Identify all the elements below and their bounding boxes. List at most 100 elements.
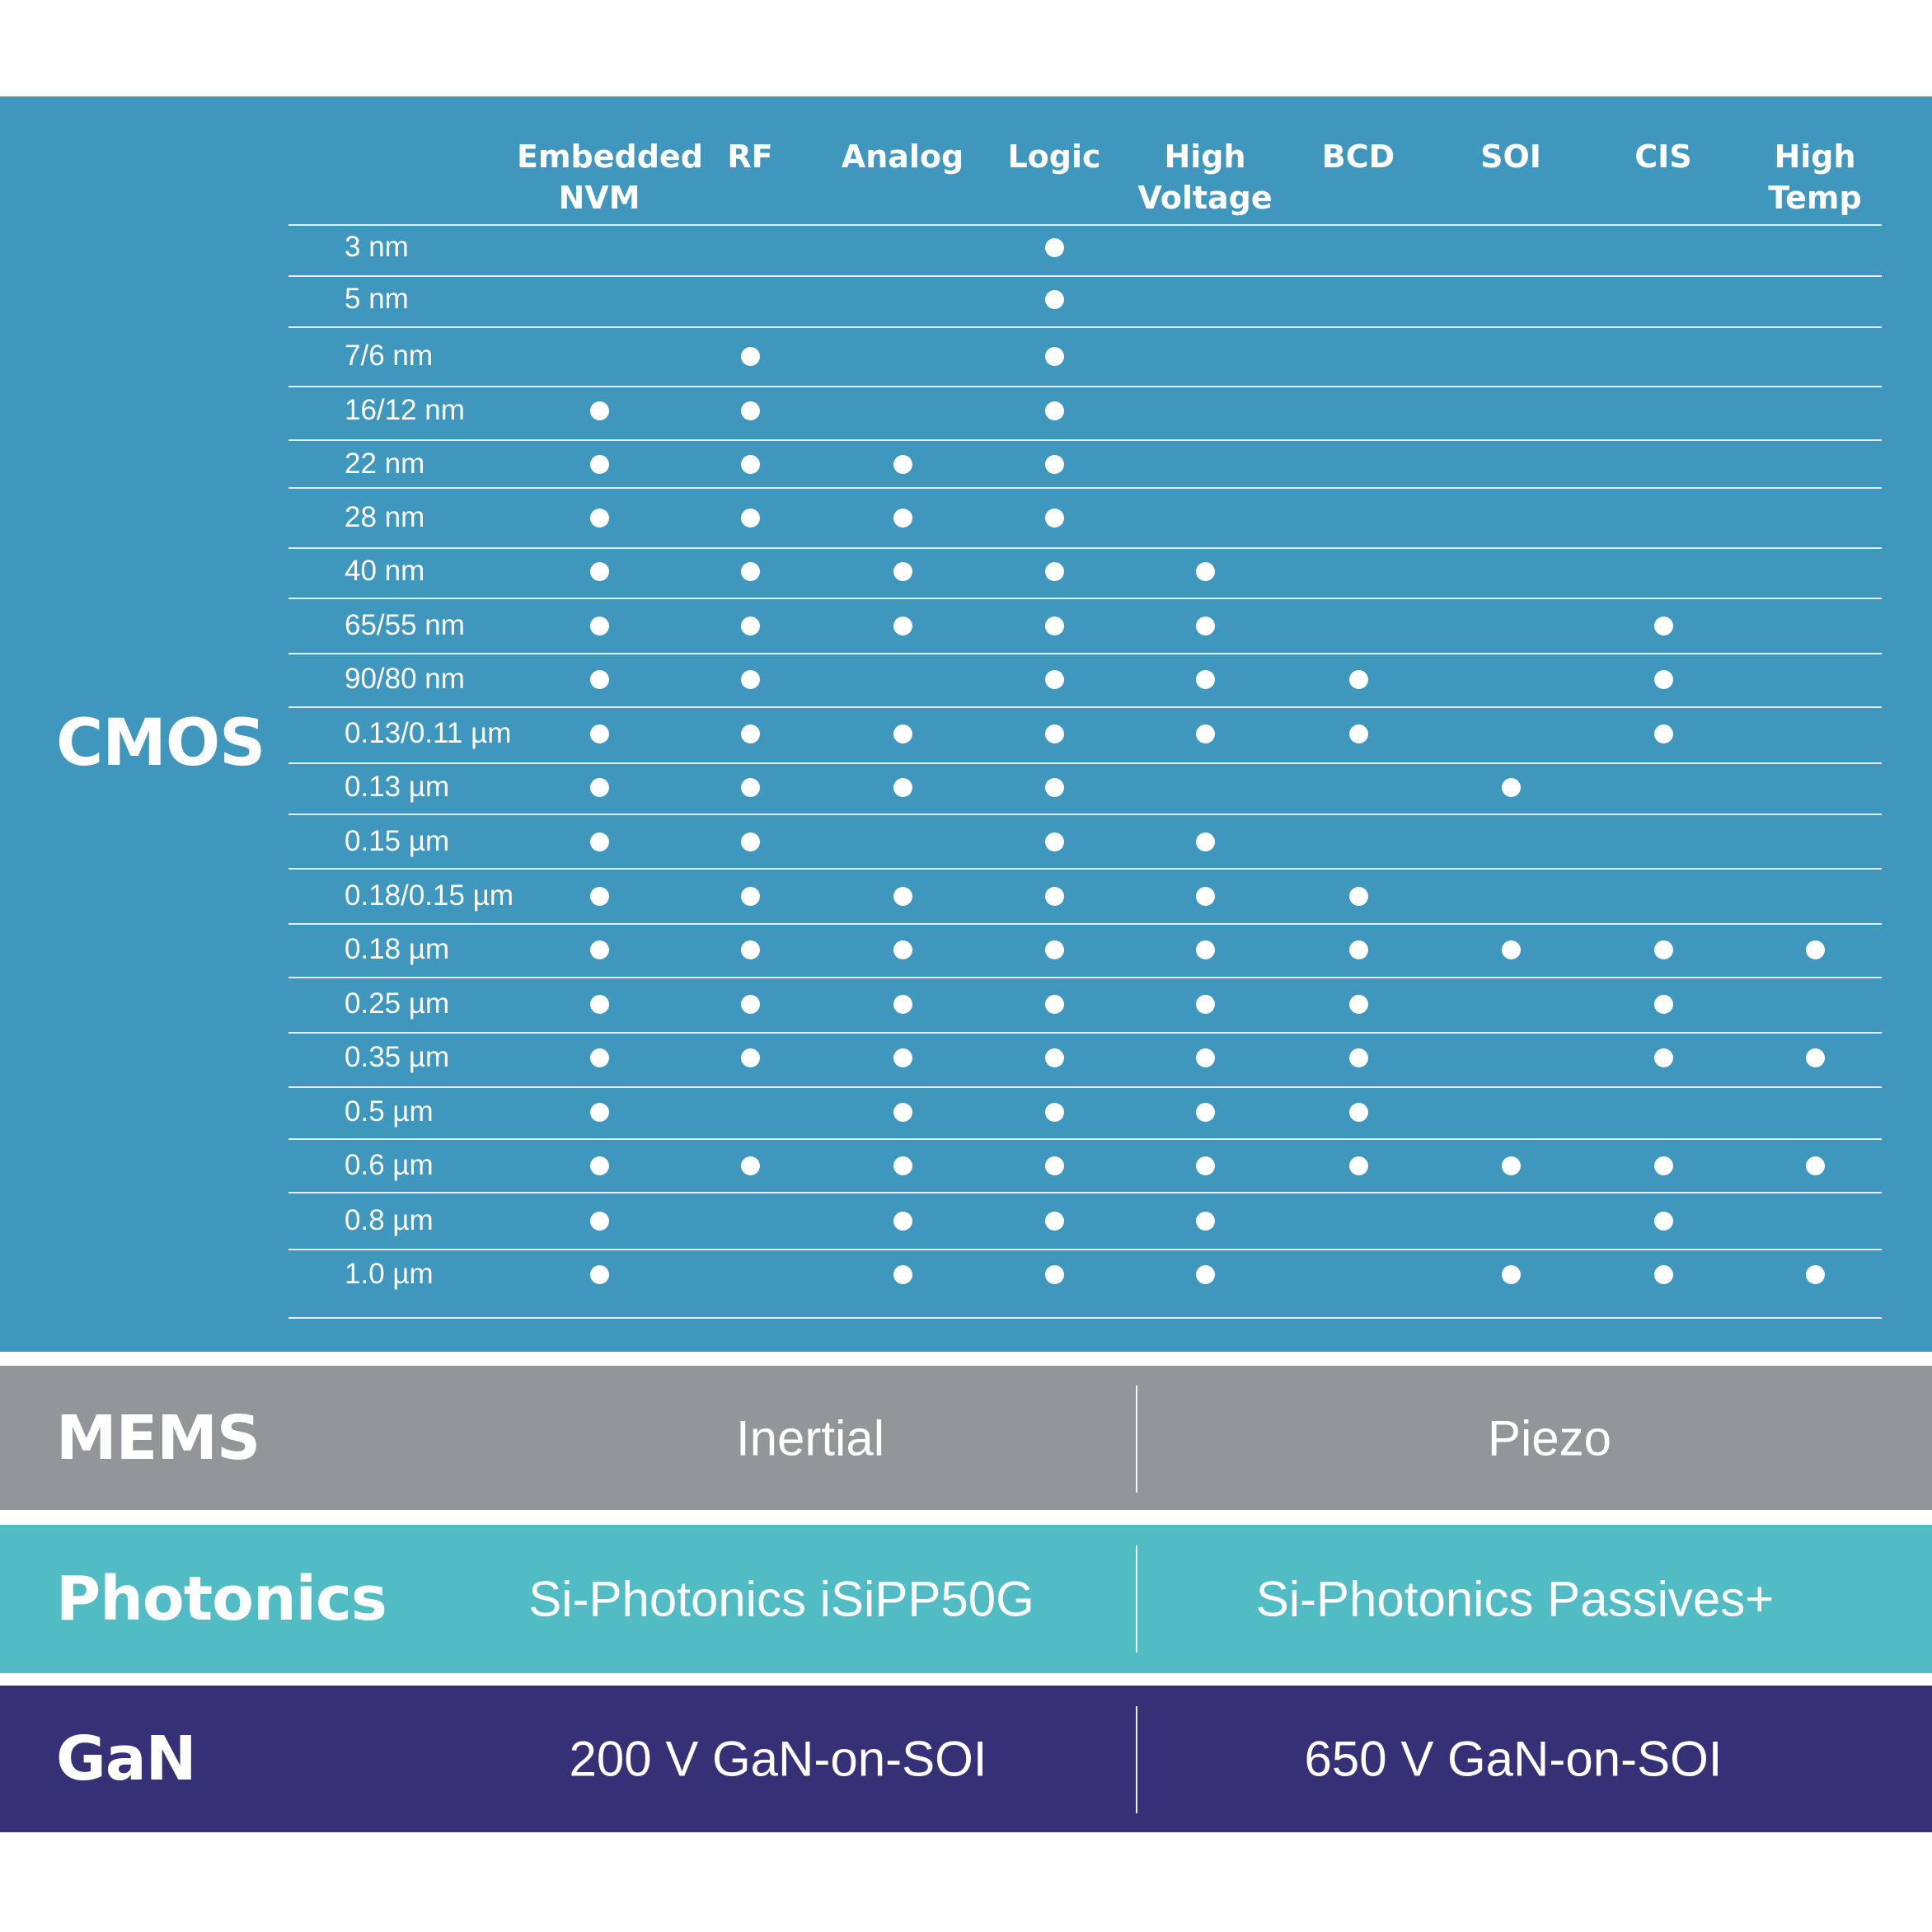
availability-dot <box>1044 1102 1064 1122</box>
node-label-0-8-um: 0.8 µm <box>345 1204 434 1236</box>
row-divider <box>288 598 1882 599</box>
row-divider <box>288 762 1882 764</box>
availability-dot <box>1653 1211 1673 1231</box>
availability-dot <box>589 994 609 1014</box>
availability-dot <box>589 401 609 420</box>
availability-dot <box>589 669 609 689</box>
availability-dot <box>1195 1211 1215 1231</box>
availability-dot <box>1044 561 1064 581</box>
row-divider <box>288 326 1882 328</box>
availability-dot <box>740 940 760 959</box>
availability-dot <box>589 1102 609 1122</box>
availability-dot <box>1044 886 1064 906</box>
node-label-0-6-um: 0.6 µm <box>345 1149 434 1181</box>
availability-dot <box>589 1156 609 1175</box>
node-label-5-nm: 5 nm <box>345 283 409 315</box>
photonics-item-passives: Si-Photonics Passives+ <box>1255 1571 1775 1627</box>
availability-dot <box>1195 1102 1215 1122</box>
availability-dot <box>589 940 609 959</box>
row-divider <box>288 1249 1882 1250</box>
cmos-section-label: CMOS <box>56 706 265 781</box>
row-divider <box>288 1032 1882 1034</box>
availability-dot <box>1653 994 1673 1014</box>
availability-dot <box>893 1264 912 1284</box>
row-divider <box>288 1138 1882 1140</box>
node-label-0-18-um: 0.18 µm <box>345 933 450 965</box>
availability-dot <box>740 1156 760 1175</box>
availability-dot <box>1195 616 1215 635</box>
row-divider <box>288 275 1882 277</box>
availability-dot <box>1195 886 1215 906</box>
availability-dot <box>1195 1048 1215 1067</box>
node-label-65-55-nm: 65/55 nm <box>345 609 465 641</box>
availability-dot <box>1044 1264 1064 1284</box>
node-label-0-13-um: 0.13 µm <box>345 771 450 803</box>
availability-dot <box>740 561 760 581</box>
availability-dot <box>893 508 912 528</box>
availability-dot <box>1195 669 1215 689</box>
availability-dot <box>1044 832 1064 851</box>
availability-dot <box>740 994 760 1014</box>
availability-dot <box>1653 1264 1673 1284</box>
availability-dot <box>1195 561 1215 581</box>
node-label-90-80-nm: 90/80 nm <box>345 663 465 695</box>
availability-dot <box>893 1156 912 1175</box>
availability-dot <box>1348 669 1368 689</box>
availability-dot <box>740 616 760 635</box>
availability-dot <box>1044 994 1064 1014</box>
gan-section: GaN 200 V GaN-on-SOI 650 V GaN-on-SOI <box>0 1686 1932 1832</box>
availability-dot <box>740 724 760 743</box>
availability-dot <box>589 508 609 528</box>
row-divider <box>288 386 1882 387</box>
column-header-bcd: BCD <box>1321 138 1395 175</box>
availability-dot <box>893 886 912 906</box>
node-label-0-18-0-15-um: 0.18/0.15 µm <box>345 879 514 912</box>
gan-divider <box>1136 1706 1137 1813</box>
availability-dot <box>589 832 609 851</box>
availability-dot <box>1044 777 1064 797</box>
availability-dot <box>893 616 912 635</box>
row-divider <box>288 1086 1882 1088</box>
availability-dot <box>1044 616 1064 635</box>
row-divider <box>288 977 1882 978</box>
availability-dot <box>589 616 609 635</box>
availability-dot <box>1501 940 1521 959</box>
column-header-soi: SOI <box>1480 138 1541 175</box>
availability-dot <box>893 1048 912 1067</box>
availability-dot <box>1805 1264 1825 1284</box>
availability-dot <box>1348 940 1368 959</box>
node-label-0-13-0-11-um: 0.13/0.11 µm <box>345 717 512 749</box>
availability-dot <box>1805 1156 1825 1175</box>
availability-dot <box>1195 724 1215 743</box>
node-label-0-5-um: 0.5 µm <box>345 1095 434 1128</box>
availability-dot <box>740 1048 760 1067</box>
availability-dot <box>1044 1048 1064 1067</box>
availability-dot <box>1348 1102 1368 1122</box>
photonics-section-label: Photonics <box>56 1564 387 1634</box>
row-divider <box>288 923 1882 925</box>
availability-dot <box>1044 508 1064 528</box>
availability-dot <box>1501 777 1521 797</box>
availability-dot <box>740 401 760 420</box>
availability-dot <box>1653 940 1673 959</box>
mems-section: MEMS Inertial Piezo <box>0 1366 1932 1510</box>
availability-dot <box>893 724 912 743</box>
row-divider <box>288 653 1882 654</box>
availability-dot <box>1348 1156 1368 1175</box>
availability-dot <box>589 1264 609 1284</box>
availability-dot <box>740 454 760 474</box>
column-header-embedded-nvm: Embedded NVM <box>517 138 703 216</box>
availability-dot <box>1044 940 1064 959</box>
availability-dot <box>1805 1048 1825 1067</box>
availability-dot <box>1044 1156 1064 1175</box>
node-label-28-nm: 28 nm <box>345 501 425 533</box>
availability-dot <box>1653 616 1673 635</box>
availability-dot <box>893 940 912 959</box>
availability-dot <box>589 724 609 743</box>
photonics-section: Photonics Si-Photonics iSiPP50G Si-Photo… <box>0 1525 1932 1673</box>
availability-dot <box>740 669 760 689</box>
mems-divider <box>1136 1386 1137 1493</box>
row-divider <box>288 706 1882 708</box>
availability-dot <box>1195 1264 1215 1284</box>
availability-dot <box>589 454 609 474</box>
